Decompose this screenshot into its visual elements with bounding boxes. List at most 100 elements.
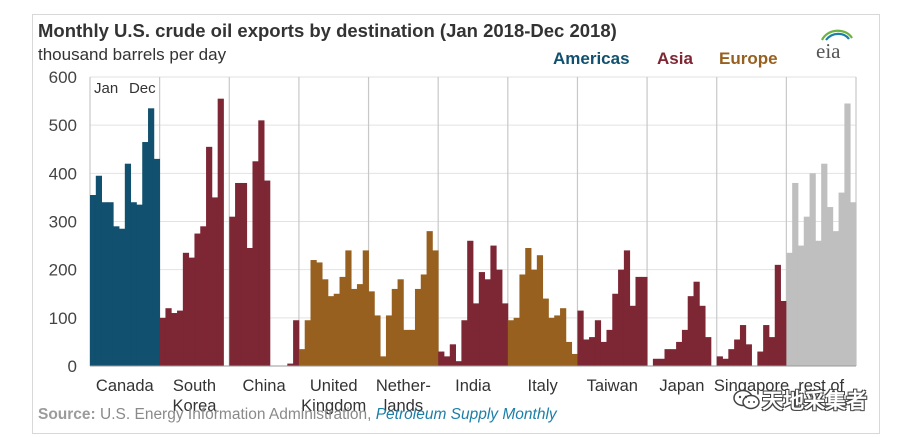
bar — [745, 344, 752, 366]
bar — [351, 288, 358, 366]
bar — [606, 329, 613, 366]
bar — [159, 317, 166, 366]
bar — [148, 108, 155, 366]
bar — [844, 103, 851, 366]
bar — [316, 262, 323, 366]
bar — [693, 281, 700, 366]
category-label: Canada — [96, 377, 155, 395]
bar — [554, 315, 561, 366]
bar — [757, 351, 764, 366]
bar — [455, 361, 462, 366]
bar — [443, 356, 451, 366]
bar — [618, 269, 625, 366]
bar — [699, 305, 706, 366]
bar — [182, 252, 190, 366]
y-tick-label: 600 — [49, 68, 77, 87]
bar — [420, 274, 427, 366]
bar — [519, 274, 526, 366]
bar — [676, 341, 683, 366]
bar — [362, 250, 369, 366]
source-label: Source: — [38, 406, 96, 423]
bar — [768, 337, 776, 366]
y-tick-label: 0 — [68, 357, 77, 376]
legend-asia: Asia — [657, 49, 693, 68]
bar — [368, 291, 375, 366]
bar — [432, 250, 439, 366]
bar — [229, 216, 236, 366]
bar — [240, 182, 248, 366]
source-publication: Petroleum Supply Monthly — [375, 406, 557, 423]
bar — [194, 233, 201, 366]
bar — [612, 293, 619, 366]
bar — [177, 310, 184, 366]
bar — [90, 195, 97, 366]
bar — [705, 337, 712, 366]
bar — [310, 260, 317, 366]
bar — [664, 349, 671, 366]
bar — [124, 163, 132, 366]
bar — [531, 269, 538, 366]
bar — [333, 293, 340, 366]
bar — [211, 197, 219, 366]
source-note: Source: U.S. Energy Information Administ… — [38, 406, 557, 424]
bar — [409, 329, 416, 366]
bar — [728, 349, 735, 366]
bar — [577, 310, 584, 366]
bar — [385, 315, 393, 366]
bar — [571, 353, 578, 366]
category-label: Japan — [659, 377, 704, 395]
category-label: Taiwan — [587, 377, 638, 395]
bar — [101, 202, 108, 366]
legend-americas: Americas — [553, 49, 630, 68]
bar — [327, 296, 335, 366]
bar — [391, 288, 398, 366]
y-tick-label: 300 — [49, 213, 77, 232]
bar — [641, 276, 648, 366]
wechat-icon — [733, 389, 760, 410]
category-label: Kingdom — [301, 397, 366, 415]
bar — [687, 296, 694, 366]
bar — [235, 182, 242, 366]
bar — [339, 276, 346, 366]
category-label: South — [173, 377, 216, 395]
category-label: Singapore — [714, 377, 789, 395]
bar — [739, 325, 747, 366]
bar — [803, 216, 810, 366]
bar — [763, 325, 770, 366]
category-label: China — [243, 377, 287, 395]
bar — [589, 337, 596, 366]
bar — [461, 320, 468, 366]
bar — [484, 279, 491, 366]
bar — [113, 226, 120, 366]
bar — [200, 226, 207, 366]
bar — [438, 351, 445, 366]
bar — [832, 231, 839, 366]
y-tick-label: 500 — [49, 116, 77, 135]
eia-logo-icon: eia — [816, 29, 853, 62]
bar — [797, 245, 805, 366]
eia-logo-text: eia — [816, 39, 841, 62]
bar — [513, 317, 520, 366]
bar — [322, 279, 329, 366]
bar — [496, 269, 503, 366]
watermark: 天地采集者 — [732, 388, 867, 413]
bar — [629, 305, 636, 366]
bar — [171, 313, 178, 366]
bar — [502, 303, 509, 366]
bar — [670, 349, 677, 366]
bar — [356, 284, 364, 366]
bar — [838, 192, 845, 366]
bar — [304, 320, 311, 366]
bar — [449, 344, 456, 366]
legend-europe: Europe — [719, 49, 778, 68]
bar — [95, 175, 103, 366]
bar — [786, 252, 793, 366]
bar — [153, 158, 161, 366]
bar — [542, 298, 549, 366]
bar — [119, 228, 126, 366]
bar — [142, 142, 149, 366]
bar — [403, 329, 410, 366]
bar — [525, 247, 532, 366]
bar — [414, 288, 422, 366]
